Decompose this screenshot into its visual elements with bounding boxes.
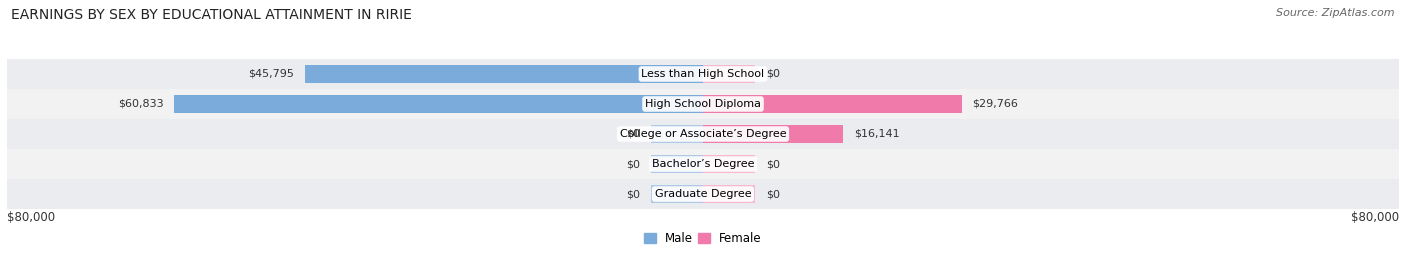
Bar <box>703 185 755 203</box>
Text: Source: ZipAtlas.com: Source: ZipAtlas.com <box>1277 8 1395 18</box>
Bar <box>651 125 703 143</box>
Text: $0: $0 <box>766 69 780 79</box>
Bar <box>703 65 755 83</box>
Bar <box>703 95 962 113</box>
Text: College or Associate’s Degree: College or Associate’s Degree <box>620 129 786 139</box>
Text: $0: $0 <box>766 159 780 169</box>
Bar <box>7 119 1399 149</box>
Text: $0: $0 <box>766 189 780 199</box>
Text: $0: $0 <box>626 189 640 199</box>
Text: $0: $0 <box>626 159 640 169</box>
Text: $45,795: $45,795 <box>249 69 294 79</box>
Bar <box>7 179 1399 209</box>
Text: $80,000: $80,000 <box>1351 211 1399 224</box>
Text: $80,000: $80,000 <box>7 211 55 224</box>
Bar <box>703 155 755 173</box>
Legend: Male, Female: Male, Female <box>644 232 762 245</box>
Bar <box>7 59 1399 89</box>
Text: $60,833: $60,833 <box>118 99 163 109</box>
Bar <box>7 149 1399 179</box>
Text: $0: $0 <box>626 129 640 139</box>
Bar <box>174 95 703 113</box>
Text: Bachelor’s Degree: Bachelor’s Degree <box>652 159 754 169</box>
Text: $29,766: $29,766 <box>973 99 1018 109</box>
Bar <box>305 65 703 83</box>
Text: $16,141: $16,141 <box>853 129 900 139</box>
Text: Graduate Degree: Graduate Degree <box>655 189 751 199</box>
Text: High School Diploma: High School Diploma <box>645 99 761 109</box>
Bar <box>651 155 703 173</box>
Text: EARNINGS BY SEX BY EDUCATIONAL ATTAINMENT IN RIRIE: EARNINGS BY SEX BY EDUCATIONAL ATTAINMEN… <box>11 8 412 22</box>
Bar <box>7 89 1399 119</box>
Bar <box>651 185 703 203</box>
Bar <box>703 125 844 143</box>
Text: Less than High School: Less than High School <box>641 69 765 79</box>
